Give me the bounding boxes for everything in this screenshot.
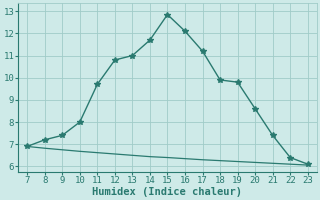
X-axis label: Humidex (Indice chaleur): Humidex (Indice chaleur) xyxy=(92,186,243,197)
